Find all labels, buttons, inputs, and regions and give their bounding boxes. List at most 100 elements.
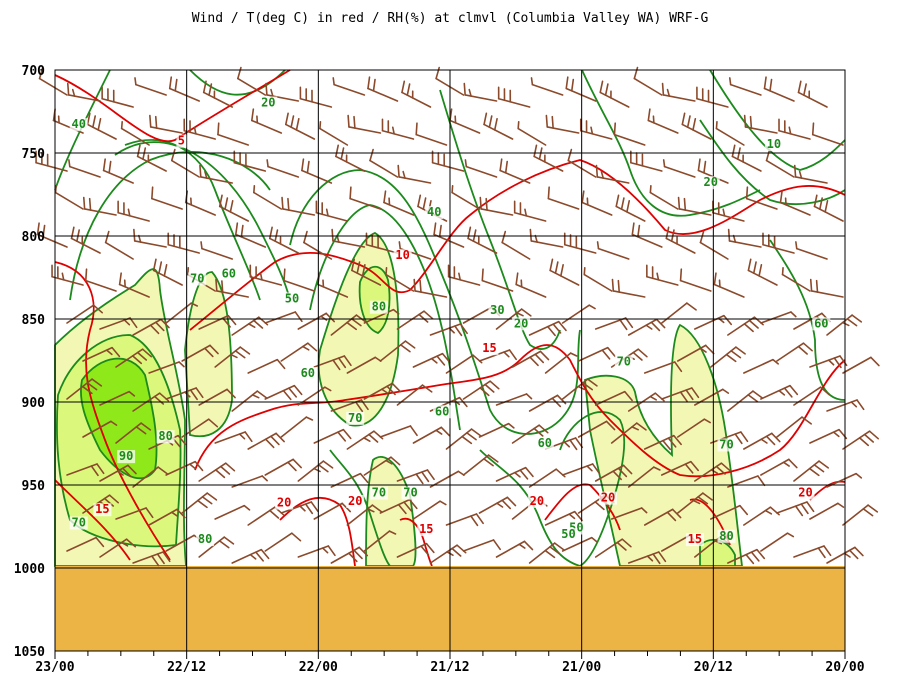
contour-label-bg (796, 486, 815, 500)
wind-barb (595, 164, 630, 184)
wind-barb (743, 506, 780, 526)
wind-barb (710, 346, 746, 368)
contour-label: 70 (190, 271, 204, 285)
contour-label-bg (425, 206, 444, 220)
wind-barb (809, 278, 844, 298)
wind-barb (842, 356, 880, 374)
wind-barb (396, 542, 435, 558)
wind-barb (199, 164, 234, 184)
contour-label: 60 (814, 316, 828, 330)
wind-barb (842, 504, 879, 526)
wind-barb (596, 241, 630, 260)
wind-barb (445, 428, 482, 450)
contour-label: 10 (767, 137, 781, 151)
wind-barb (762, 232, 795, 254)
wind-barb (727, 548, 766, 565)
wind-barb (237, 66, 267, 96)
rh-contour-loop-right (559, 411, 626, 567)
contour-label: 80 (198, 532, 212, 546)
wind-barb (249, 264, 283, 286)
wind-barb (627, 551, 667, 565)
wind-barb (728, 77, 762, 96)
wind-barb (660, 387, 700, 403)
wind-barb (120, 121, 150, 146)
wind-barb (643, 361, 683, 374)
wind-barb (184, 190, 216, 216)
contour-label: 20 (798, 486, 812, 500)
wind-barb (467, 226, 498, 254)
wind-barb (198, 536, 235, 558)
wind-barb (547, 186, 580, 210)
wind-barb (429, 544, 467, 564)
wind-barb (643, 434, 682, 451)
wind-barb (811, 122, 844, 146)
wind-barb (363, 308, 400, 324)
wind-barb (763, 76, 795, 102)
wind-barb (561, 536, 598, 552)
wind-barb (297, 545, 336, 558)
rh-contour-60-right (769, 239, 846, 401)
wind-barb (511, 424, 549, 444)
contour-label-bg (685, 533, 704, 547)
wind-barb (82, 196, 117, 216)
wind-barb (499, 158, 531, 184)
temperature-contour-labels: 5 10 15 15 20 20 15 20 20 15 20 (93, 134, 815, 547)
wind-barb (760, 458, 798, 476)
wind-barb (313, 428, 352, 444)
wind-barb (148, 508, 186, 526)
wind-barb (84, 268, 117, 292)
contour-label-bg (369, 300, 388, 314)
wind-barb (346, 504, 383, 526)
wind-barb (647, 108, 679, 134)
contour-label: 80 (372, 300, 386, 314)
wind-barb (481, 268, 514, 292)
wind-barb (694, 462, 731, 482)
contour-label-bg (298, 367, 317, 381)
contour-label-bg (717, 438, 736, 452)
contour-label: 20 (348, 494, 362, 508)
wind-barb (335, 144, 366, 172)
contour-label-bg (283, 292, 301, 306)
wind-barb (214, 431, 253, 444)
wind-barb (397, 164, 432, 184)
wind-barb (594, 390, 633, 406)
contour-label-bg (188, 272, 207, 286)
contour-label: 70 (372, 486, 386, 500)
wind-barb (218, 194, 250, 222)
contour-label-bg (599, 491, 617, 505)
wind-barb (233, 150, 267, 172)
x-tick-label: 20/12 (694, 660, 733, 675)
wind-barb (826, 314, 863, 336)
wind-barb (842, 430, 880, 450)
wind-barb (330, 546, 369, 564)
y-tick-label: 700 (22, 64, 46, 79)
temp-contour-15 (54, 344, 846, 561)
y-tick-label: 950 (22, 479, 46, 494)
rh-contour-mid-outer (289, 169, 581, 435)
wind-barb (449, 108, 481, 134)
wind-barb (727, 228, 762, 248)
contour-label-bg (717, 529, 736, 543)
wind-barb (198, 462, 236, 482)
wind-barb (495, 393, 533, 406)
wind-barb (809, 355, 848, 369)
wind-barb (86, 112, 117, 140)
wind-barb (583, 267, 613, 292)
wind-barb (495, 540, 534, 558)
wind-barb (696, 86, 729, 108)
contour-label: 15 (688, 532, 702, 546)
wind-barb (528, 320, 567, 337)
wind-barb (280, 416, 314, 438)
wind-barb (646, 264, 679, 286)
contour-label: 70 (403, 486, 417, 500)
wind-barb (36, 222, 68, 248)
wind-barb (265, 82, 300, 102)
wind-barbs (35, 66, 880, 567)
contour-label-bg (701, 176, 720, 190)
wind-barb (231, 390, 268, 412)
wind-barb (630, 150, 663, 172)
wind-barb (760, 532, 795, 552)
contour-label-bg (535, 436, 554, 450)
contour-label: 60 (435, 404, 449, 418)
wind-barb (214, 346, 251, 368)
